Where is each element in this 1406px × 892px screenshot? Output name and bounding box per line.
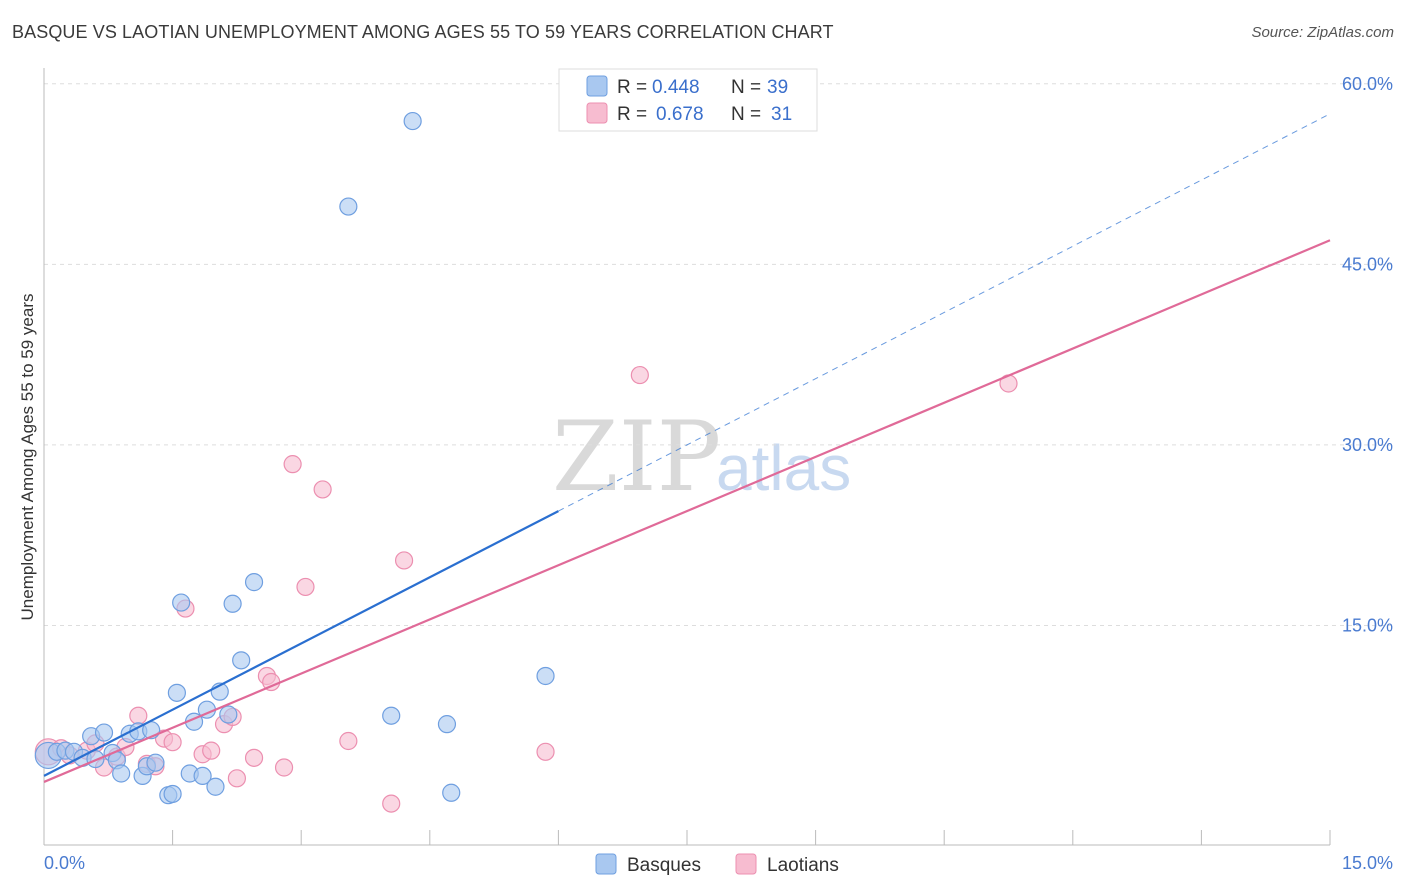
- basques-point-19: [167, 683, 186, 702]
- laotians-point-23: [283, 455, 302, 474]
- legend-laotian-n-value: 31: [771, 104, 792, 125]
- basques-point-27: [219, 705, 238, 724]
- laotians-point-8: [129, 706, 148, 725]
- laotians-point-26: [339, 731, 358, 751]
- bottom-legend-swatch-laotian: [735, 853, 757, 875]
- basques-point-32: [382, 706, 401, 725]
- laotians-point-27: [382, 794, 401, 813]
- watermark-atlas: atlas: [716, 432, 851, 504]
- basques-point-36: [536, 666, 555, 686]
- basque-points: [34, 111, 555, 805]
- legend-basque-n-label: N =: [731, 77, 761, 98]
- x-tick-label-max: 15.0%: [1342, 853, 1393, 873]
- laotians-point-28: [394, 551, 414, 570]
- basques-point-28: [223, 594, 242, 613]
- source-credit: Source: ZipAtlas.com: [1251, 24, 1394, 41]
- y-tick-label-2: 45.0%: [1342, 254, 1393, 274]
- y-tick-label-1: 30.0%: [1342, 435, 1393, 455]
- legend-laotian-n-label: N =: [731, 104, 761, 125]
- basques-point-23: [193, 766, 212, 786]
- legend-laotian-r-label: R =: [617, 104, 647, 125]
- trend-lines: [43, 113, 1331, 783]
- watermark: ZIP atlas: [552, 401, 851, 513]
- legend-swatch-laotian: [586, 102, 608, 124]
- basques-point-25: [206, 777, 225, 796]
- basques-point-16: [146, 753, 165, 772]
- bottom-legend-laotian: Laotians: [767, 855, 839, 876]
- y-axis-title: Unemployment Among Ages 55 to 59 years: [18, 294, 37, 621]
- bottom-legend-basque: Basques: [627, 855, 701, 876]
- laotians-point-18: [227, 769, 246, 788]
- legend-basque-r-value: 0.448: [652, 77, 700, 98]
- laotian-trend: [43, 239, 1331, 783]
- laotians-point-15: [202, 741, 221, 760]
- legend-laotian-r-value: 0.678: [656, 104, 704, 125]
- laotians-point-25: [313, 480, 332, 499]
- basques-point-34: [437, 715, 457, 734]
- laotians-point-30: [630, 365, 649, 385]
- basques-point-29: [232, 651, 251, 670]
- legend-basque-r-label: R =: [617, 77, 647, 98]
- basques-point-35: [442, 783, 461, 802]
- y-tick-labels: 15.0% 30.0% 45.0% 60.0%: [1342, 74, 1393, 636]
- laotians-point-24: [296, 577, 315, 597]
- laotians-point-22: [274, 758, 294, 777]
- x-tick-label-min: 0.0%: [44, 853, 85, 873]
- legend-box: R = 0.448 N = 39 R = 0.678 N = 31: [558, 68, 818, 132]
- y-tick-label-3: 60.0%: [1342, 74, 1393, 94]
- legend-swatch-basque: [586, 75, 608, 97]
- chart-title: BASQUE VS LAOTIAN UNEMPLOYMENT AMONG AGE…: [12, 22, 834, 42]
- laotians-point-29: [536, 742, 555, 761]
- basque-trend-solid: [43, 510, 559, 777]
- y-tick-label-0: 15.0%: [1342, 615, 1393, 635]
- basques-point-20: [172, 593, 191, 612]
- laotians-point-19: [244, 748, 264, 767]
- basques-point-10: [112, 764, 131, 783]
- basques-point-7: [94, 723, 114, 742]
- grid-lines: [44, 83, 1392, 626]
- watermark-zip: ZIP: [552, 401, 721, 513]
- legend-basque-n-value: 39: [767, 77, 788, 98]
- basques-point-30: [244, 573, 264, 592]
- basques-point-31: [339, 197, 358, 216]
- basques-point-18: [163, 784, 182, 804]
- laotians-point-12: [163, 733, 182, 752]
- bottom-legend: Basques Laotians: [595, 853, 839, 876]
- x-axis-ticks: [43, 830, 1331, 845]
- basques-point-33: [403, 111, 422, 131]
- basque-trend-dashed: [558, 113, 1331, 512]
- bottom-legend-swatch-basque: [595, 853, 617, 875]
